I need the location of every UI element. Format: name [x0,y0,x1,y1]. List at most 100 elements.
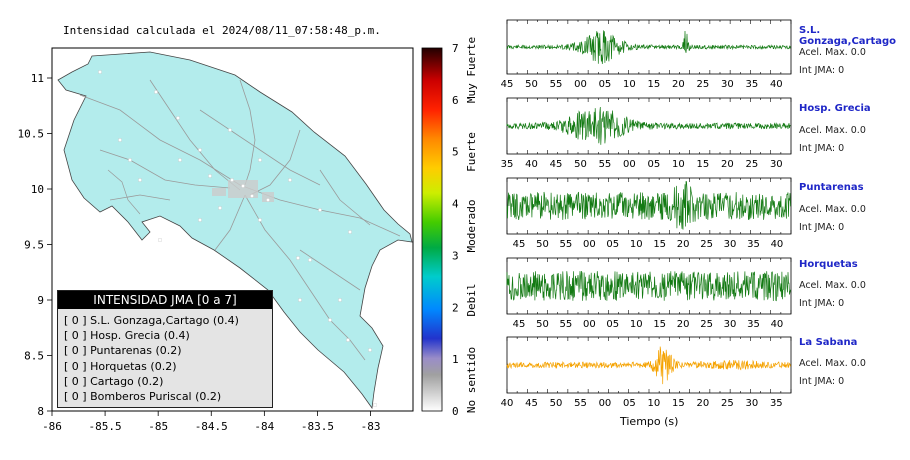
station-dot [98,70,102,74]
legend-item: [ 0 ] Bomberos Puriscal (0.2) [64,389,222,403]
time-tick-label: 10 [623,79,636,90]
time-tick-label: 10 [630,239,643,250]
time-tick-label: 50 [525,79,538,90]
time-tick-label: 10 [630,319,643,330]
time-tick-label: 20 [677,319,690,330]
waveform-trace [506,270,791,302]
time-tick-label: 35 [770,398,783,409]
time-tick-label: 15 [653,239,666,250]
time-tick-label: 20 [721,159,734,170]
map-x-tick-label: -85 [148,420,168,433]
legend-item: [ 0 ] S.L. Gonzaga,Cartago (0.4) [64,314,239,327]
station-name[interactable]: Horquetas [799,259,858,270]
time-tick-label: 05 [606,239,619,250]
station-dot [138,178,142,182]
map-title: Intensidad calculada el 2024/08/11_07:58… [63,24,381,37]
map-y-tick-label: 9.5 [24,239,44,252]
station-dot [198,148,202,152]
costa-rica-land [57,51,413,410]
station-dot [296,256,300,260]
map-x-tick-label: -84.5 [195,420,228,433]
map-y-tick-label: 10 [31,183,44,196]
time-tick-label: 00 [599,398,612,409]
map-x-tick-label: -86 [42,420,62,433]
time-tick-label: 00 [574,79,587,90]
station-dot [258,158,262,162]
time-tick-label: 00 [583,239,596,250]
map-y-tick-label: 8.5 [24,350,44,363]
time-axis-label: Tiempo (s) [620,415,679,428]
time-tick-label: 40 [771,239,784,250]
time-tick-label: 55 [574,398,587,409]
time-tick-label: 10 [648,398,661,409]
station-dot [250,194,254,198]
waveform-trace [506,106,791,145]
time-tick-label: 35 [747,239,760,250]
time-tick-label: 15 [672,398,685,409]
legend-item: [ 0 ] Horquetas (0.2) [64,359,177,373]
legend-item: [ 0 ] Cartago (0.2) [64,374,164,388]
station-accel: Acel. Max. 0.0 [799,358,866,369]
legend-item: [ 0 ] Hosp. Grecia (0.4) [64,329,190,343]
time-tick-label: 15 [648,79,661,90]
station-accel: Acel. Max. 0.0 [799,47,866,58]
station-dot [318,208,322,212]
station-int: Int JMA: 0 [799,376,845,387]
time-tick-label: 50 [574,159,587,170]
station-int: Int JMA: 0 [799,65,845,76]
station-dot [178,158,182,162]
map-x-axis: -86 -85.5 -85 -84.5 -84 -83.5 -83 [42,411,380,433]
map-y-tick-label: 11 [31,72,44,85]
station-info: Acel. Max. 0.0 Int JMA: 0 [799,277,866,313]
station-int: Int JMA: 0 [799,222,845,233]
station-name[interactable]: Puntarenas [799,182,864,193]
time-tick-label: 30 [724,239,737,250]
station-dot [154,90,158,94]
time-tick-label: 35 [501,159,514,170]
station-int: Int JMA: 0 [799,143,845,154]
station-dot [266,198,270,202]
station-dot [241,184,245,188]
time-tick-label: 20 [672,79,685,90]
map-y-tick-label: 8 [37,405,44,418]
waveform-trace [506,181,791,230]
time-tick-label: 30 [770,159,783,170]
time-tick-label: 55 [560,239,573,250]
time-tick-label: 45 [513,319,526,330]
waveform-trace [506,30,791,65]
legend-title: INTENSIDAD JMA [0 a 7] [58,291,272,309]
station-name[interactable]: La Sabana [799,337,858,348]
time-tick-label: 35 [745,79,758,90]
time-tick-label: 15 [653,319,666,330]
time-tick-label: 40 [770,79,783,90]
time-tick-label: 05 [606,319,619,330]
time-tick-label: 40 [771,319,784,330]
station-dot [348,230,352,234]
station-dot [176,116,180,120]
time-tick-label: 35 [747,319,760,330]
station-dot [208,174,212,178]
station-accel: Acel. Max. 0.0 [799,125,866,136]
station-info: Acel. Max. 0.0 Int JMA: 0 [799,201,866,237]
time-tick-label: 30 [745,398,758,409]
station-accel: Acel. Max. 0.0 [799,204,866,215]
time-tick-label: 55 [599,159,612,170]
map-y-axis: 11 10.5 10 9.5 9 8.5 8 [18,72,52,418]
station-dot [308,258,312,262]
station-name[interactable]: Hosp. Grecia [799,103,871,114]
station-dots [98,70,377,407]
time-tick-label: 40 [525,159,538,170]
time-tick-label: 25 [721,398,734,409]
station-dot [198,218,202,222]
station-dot [346,338,350,342]
station-info: Acel. Max. 0.0 Int JMA: 0 [799,355,866,391]
time-tick-label: 30 [721,79,734,90]
time-tick-label: 25 [745,159,758,170]
time-tick-label: 55 [550,79,563,90]
map-x-tick-label: -83.5 [301,420,334,433]
station-name[interactable]: S.L. Gonzaga,Cartago [799,25,897,47]
map-x-tick-label: -85.5 [89,420,122,433]
time-tick-label: 45 [513,239,526,250]
station-accel: Acel. Max. 0.0 [799,280,866,291]
